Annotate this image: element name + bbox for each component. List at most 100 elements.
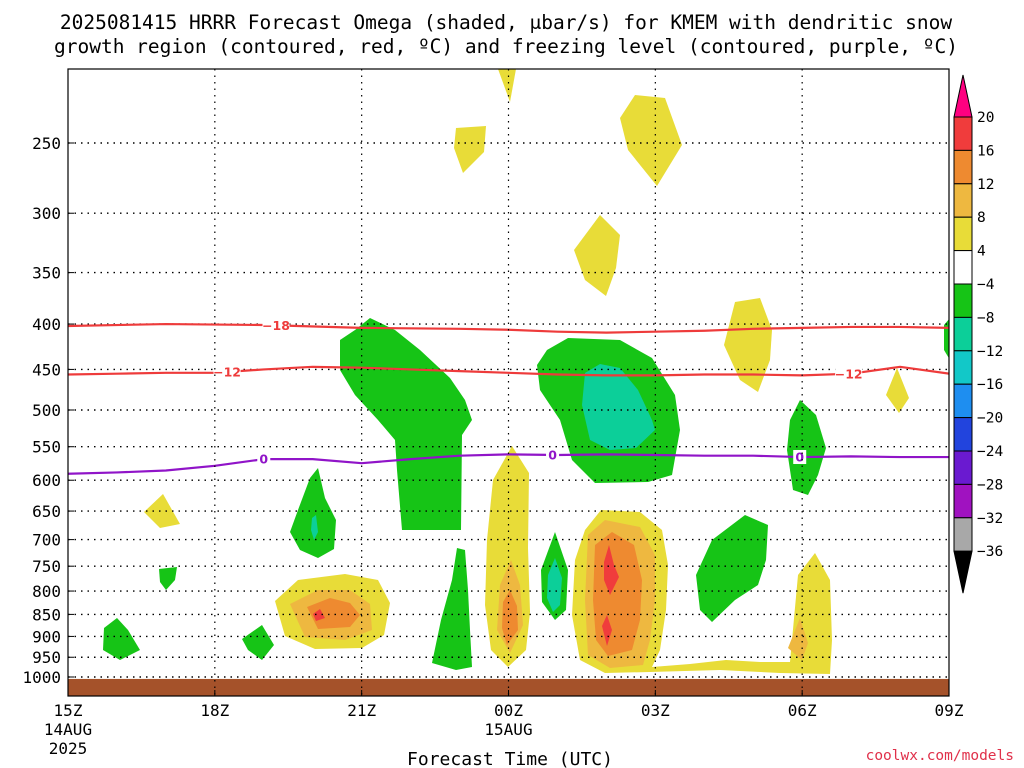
y-tick-label: 300 bbox=[32, 204, 61, 223]
y-tick-label: 350 bbox=[32, 264, 61, 283]
colorbar-tick-label: 20 bbox=[977, 110, 994, 126]
colorbar-swatch bbox=[953, 316, 973, 352]
omega-region bbox=[593, 532, 642, 656]
omega-region bbox=[290, 468, 336, 558]
colorbar-tick-label: 4 bbox=[977, 244, 986, 260]
contour-lines: −18 −12 −12 0 0 0 bbox=[68, 318, 949, 475]
colorbar-swatch bbox=[953, 350, 973, 385]
omega-region bbox=[620, 95, 682, 186]
x-tick-label: 09Z bbox=[935, 701, 964, 720]
contour-label-bg bbox=[793, 450, 807, 465]
pressure-axis: 250 300 350 400 450 500 550 600 650 700 750 800 850 9… bbox=[22, 134, 74, 687]
x-tick-label: 00Z bbox=[494, 701, 523, 720]
x-tick-label: 03Z bbox=[641, 701, 670, 720]
omega-shaded-regions-16-20 bbox=[313, 545, 619, 646]
y-tick-label: 400 bbox=[32, 315, 61, 334]
colorbar-tick-label: −32 bbox=[977, 511, 1003, 527]
x-tick-date: 15AUG bbox=[484, 720, 532, 739]
y-tick-label: 900 bbox=[32, 627, 61, 646]
colorbar-tick-label: −20 bbox=[977, 411, 1003, 427]
contour-label-bg bbox=[546, 447, 560, 462]
contour-label: 0 bbox=[259, 452, 268, 467]
dendritic-isotherm-line bbox=[68, 322, 949, 334]
colorbar-swatch bbox=[953, 216, 973, 252]
colorbar-bottom-arrow bbox=[953, 550, 973, 594]
omega-region bbox=[432, 548, 472, 670]
plot-area: −18 −12 −12 0 0 0 bbox=[68, 69, 949, 696]
chart-title-line-1: 2025081415 HRRR Forecast Omega (shaded, … bbox=[60, 11, 952, 34]
colorbar-tick-label: −12 bbox=[977, 344, 1003, 360]
colorbar-swatch bbox=[953, 183, 973, 218]
y-tick-label: 850 bbox=[32, 605, 61, 624]
y-tick-label: 750 bbox=[32, 557, 61, 576]
omega-region bbox=[574, 215, 620, 296]
time-gridlines bbox=[214, 69, 803, 696]
omega-region bbox=[159, 567, 177, 590]
colorbar-tick-label: −8 bbox=[977, 310, 994, 326]
omega-region bbox=[547, 558, 562, 612]
omega-region bbox=[602, 615, 612, 646]
omega-region bbox=[311, 515, 318, 540]
y-tick-label: 650 bbox=[32, 502, 61, 521]
colorbar-swatch bbox=[953, 483, 973, 519]
contour-label: −12 bbox=[835, 366, 863, 381]
chart-title-line-2: growth region (contoured, red, ºC) and f… bbox=[54, 35, 958, 58]
colorbar-tick-label: −4 bbox=[977, 277, 995, 293]
y-tick-label: 600 bbox=[32, 471, 61, 490]
contour-label: −12 bbox=[213, 364, 241, 379]
colorbar-swatch bbox=[953, 450, 973, 485]
omega-region bbox=[604, 545, 619, 595]
contour-label: 0 bbox=[795, 450, 804, 465]
colorbar-tick-label: −36 bbox=[977, 544, 1003, 560]
x-tick-label: 18Z bbox=[200, 701, 229, 720]
omega-region bbox=[454, 126, 486, 173]
contour-label-bg bbox=[213, 364, 241, 379]
colorbar-swatch bbox=[953, 116, 973, 151]
contour-label: −18 bbox=[262, 318, 290, 333]
colorbar-swatch bbox=[953, 149, 973, 185]
omega-shaded-regions-neg-8-12 bbox=[311, 364, 655, 612]
x-tick-label: 21Z bbox=[347, 701, 376, 720]
colorbar-swatch bbox=[953, 383, 973, 419]
colorbar-tick-label: 12 bbox=[977, 177, 994, 193]
omega-region bbox=[788, 618, 808, 660]
y-tick-label: 250 bbox=[32, 134, 61, 153]
x-tick-year: 2025 bbox=[49, 739, 88, 758]
credit-text: coolwx.com/models bbox=[866, 748, 1014, 764]
omega-region bbox=[582, 364, 655, 450]
x-tick-date: 14AUG bbox=[44, 720, 92, 739]
omega-region bbox=[944, 319, 949, 359]
contour-label-bg bbox=[262, 318, 290, 333]
colorbar-tick-label: −16 bbox=[977, 377, 1003, 393]
x-tick-label: 06Z bbox=[788, 701, 817, 720]
colorbar-tick-label: −24 bbox=[977, 444, 1003, 460]
y-tick-label: 450 bbox=[32, 360, 61, 379]
omega-region bbox=[313, 609, 325, 621]
colorbar-tick-label: 16 bbox=[977, 143, 994, 159]
omega-region bbox=[103, 618, 140, 660]
y-tick-label: 800 bbox=[32, 582, 61, 601]
contour-label-bg bbox=[257, 452, 271, 467]
colorbar-swatch bbox=[953, 517, 973, 552]
omega-region bbox=[886, 368, 909, 413]
omega-region bbox=[144, 494, 180, 528]
colorbar-legend: 20 16 12 8 4 −4 −8 −12 −16 −20 −24 −28 −32 −36 bbox=[953, 74, 1003, 594]
colorbar-swatch bbox=[953, 283, 973, 318]
omega-region bbox=[242, 625, 274, 660]
y-tick-label: 1000 bbox=[22, 668, 61, 687]
omega-region bbox=[724, 298, 772, 392]
contour-label: 0 bbox=[548, 447, 557, 462]
omega-region bbox=[502, 590, 518, 645]
colorbar-tick-label: 8 bbox=[977, 210, 986, 226]
contour-label-bg bbox=[835, 366, 863, 381]
omega-region bbox=[340, 318, 472, 530]
colorbar-tick-label: −28 bbox=[977, 477, 1003, 493]
omega-shaded-regions bbox=[144, 69, 909, 674]
y-tick-label: 550 bbox=[32, 438, 61, 457]
colorbar-top-arrow bbox=[953, 74, 973, 118]
x-axis-title: Forecast Time (UTC) bbox=[407, 749, 613, 768]
omega-region bbox=[696, 515, 768, 622]
x-tick-label: 15Z bbox=[54, 701, 83, 720]
